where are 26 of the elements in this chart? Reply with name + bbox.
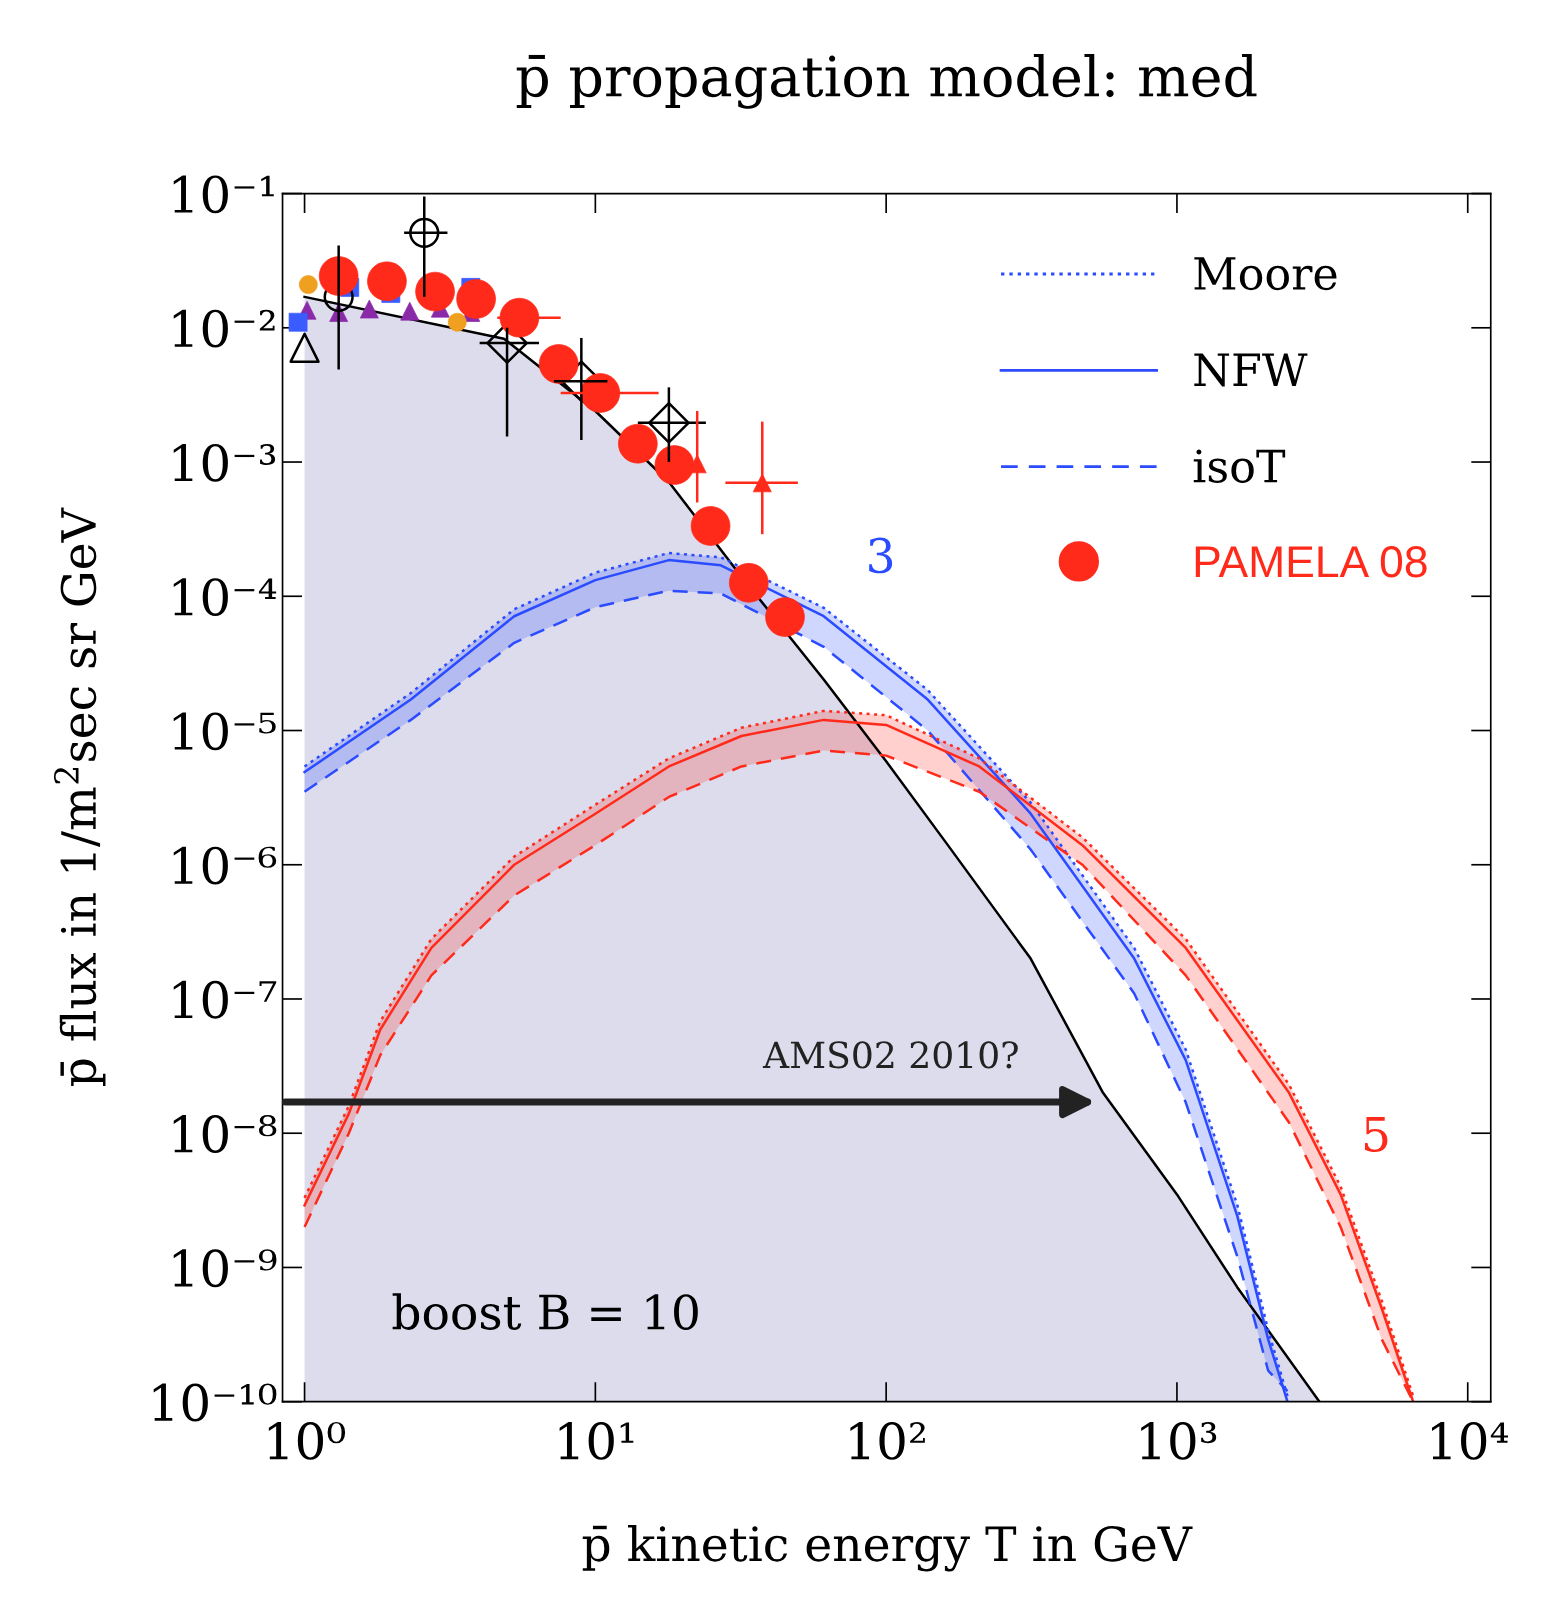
y-tick-label: 10⁻⁶ <box>173 846 277 885</box>
x-tick-label: 10⁰ <box>268 1422 346 1460</box>
annotation: AMS02 2010? <box>762 1041 1018 1069</box>
x-axis-title: p̄ kinetic energy T in GeV <box>582 1525 1193 1572</box>
legend-label: Moore <box>1194 257 1337 291</box>
y-tick-label: 10⁻⁷ <box>173 980 277 1019</box>
x-tick-label: 10⁴ <box>1432 1422 1509 1460</box>
y-axis-title: p̄ flux in 1/m$^{2}$sec sr GeV <box>53 507 106 1086</box>
y-tick-label: 10⁻³ <box>173 443 276 482</box>
x-tick-label: 10² <box>850 1422 925 1460</box>
legend-label: NFW <box>1194 353 1308 387</box>
legend-label: PAMELA 08 <box>1195 546 1427 578</box>
annotation: 5 <box>1364 1116 1388 1153</box>
y-tick-label: 10⁻⁹ <box>173 1249 277 1288</box>
annotation: 3 <box>869 537 893 574</box>
annotation: boost B = 10 <box>392 1293 698 1330</box>
chart-title: p̄ propagation model: med <box>516 54 1257 109</box>
y-tick-label: 10⁻¹⁰ <box>153 1383 277 1422</box>
legend-label: isoT <box>1193 449 1286 483</box>
y-tick-label: 10⁻¹ <box>173 175 274 214</box>
y-tick-label: 10⁻⁴ <box>173 578 277 616</box>
y-tick-label: 10⁻² <box>173 309 275 348</box>
y-tick-label: 10⁻⁵ <box>173 712 276 751</box>
y-tick-label: 10⁻⁸ <box>173 1115 277 1153</box>
x-tick-label: 10³ <box>1141 1422 1217 1460</box>
x-tick-label: 10¹ <box>559 1422 634 1460</box>
